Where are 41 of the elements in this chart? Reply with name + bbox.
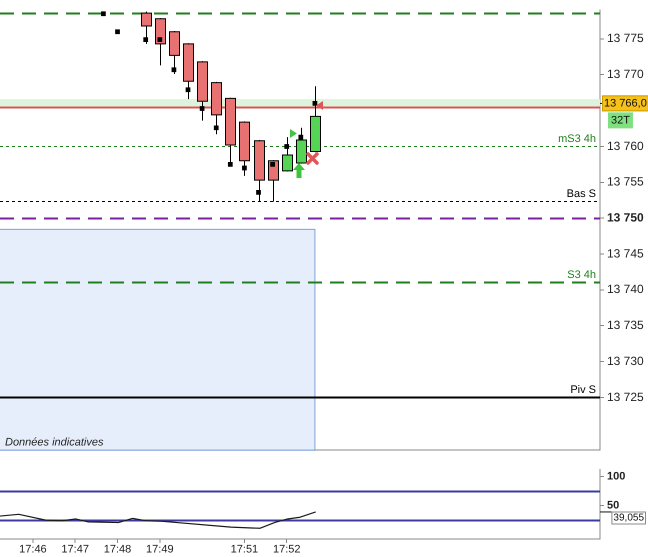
point <box>256 190 261 195</box>
point <box>115 29 120 34</box>
point <box>186 87 190 92</box>
point <box>200 106 204 111</box>
y-tick-label: 13 725 <box>607 390 644 404</box>
ref-line-label: S3 4h <box>567 269 596 282</box>
point <box>172 67 176 72</box>
x-tick-label: 17:47 <box>61 544 89 556</box>
y-tick-label: 13 750 <box>607 210 644 224</box>
ref-line-label: Bas S <box>566 188 596 200</box>
y-tick-label: 13 770 <box>607 67 644 82</box>
ref-line-label: mS3 4h <box>558 133 596 146</box>
y-tick-label: 13 735 <box>607 318 644 332</box>
point <box>270 162 275 167</box>
x-tick-label: 17:51 <box>230 544 258 556</box>
y-tick-label: 13 740 <box>607 282 644 296</box>
text: 32T <box>611 114 630 126</box>
point <box>312 101 318 106</box>
y-tick-label: 50 <box>607 500 620 512</box>
y-tick-label: 100 <box>607 470 626 482</box>
y-tick-label: 13 760 <box>607 138 644 153</box>
y-tick-label: 13 755 <box>607 174 644 189</box>
band-label: Données indicatives <box>5 436 104 448</box>
text: 13 766,0 <box>604 97 647 110</box>
x-tick-label: 17:49 <box>146 544 174 556</box>
y-tick-label: 13 745 <box>607 246 644 260</box>
x-tick-label: 17:46 <box>19 544 47 556</box>
point <box>284 144 290 149</box>
y-tick-label: 13 775 <box>607 31 644 46</box>
point <box>228 162 233 167</box>
ref-line-label: Piv S <box>570 384 596 396</box>
x-tick-label: 17:48 <box>104 544 132 556</box>
point <box>214 125 219 130</box>
x-tick-label: 17:52 <box>272 544 300 556</box>
point <box>143 37 148 42</box>
point <box>242 166 247 170</box>
y-tick-label: 13 730 <box>607 354 644 368</box>
point <box>298 134 304 140</box>
text: 39,055 <box>613 512 644 524</box>
point <box>101 11 106 16</box>
point <box>157 37 162 42</box>
